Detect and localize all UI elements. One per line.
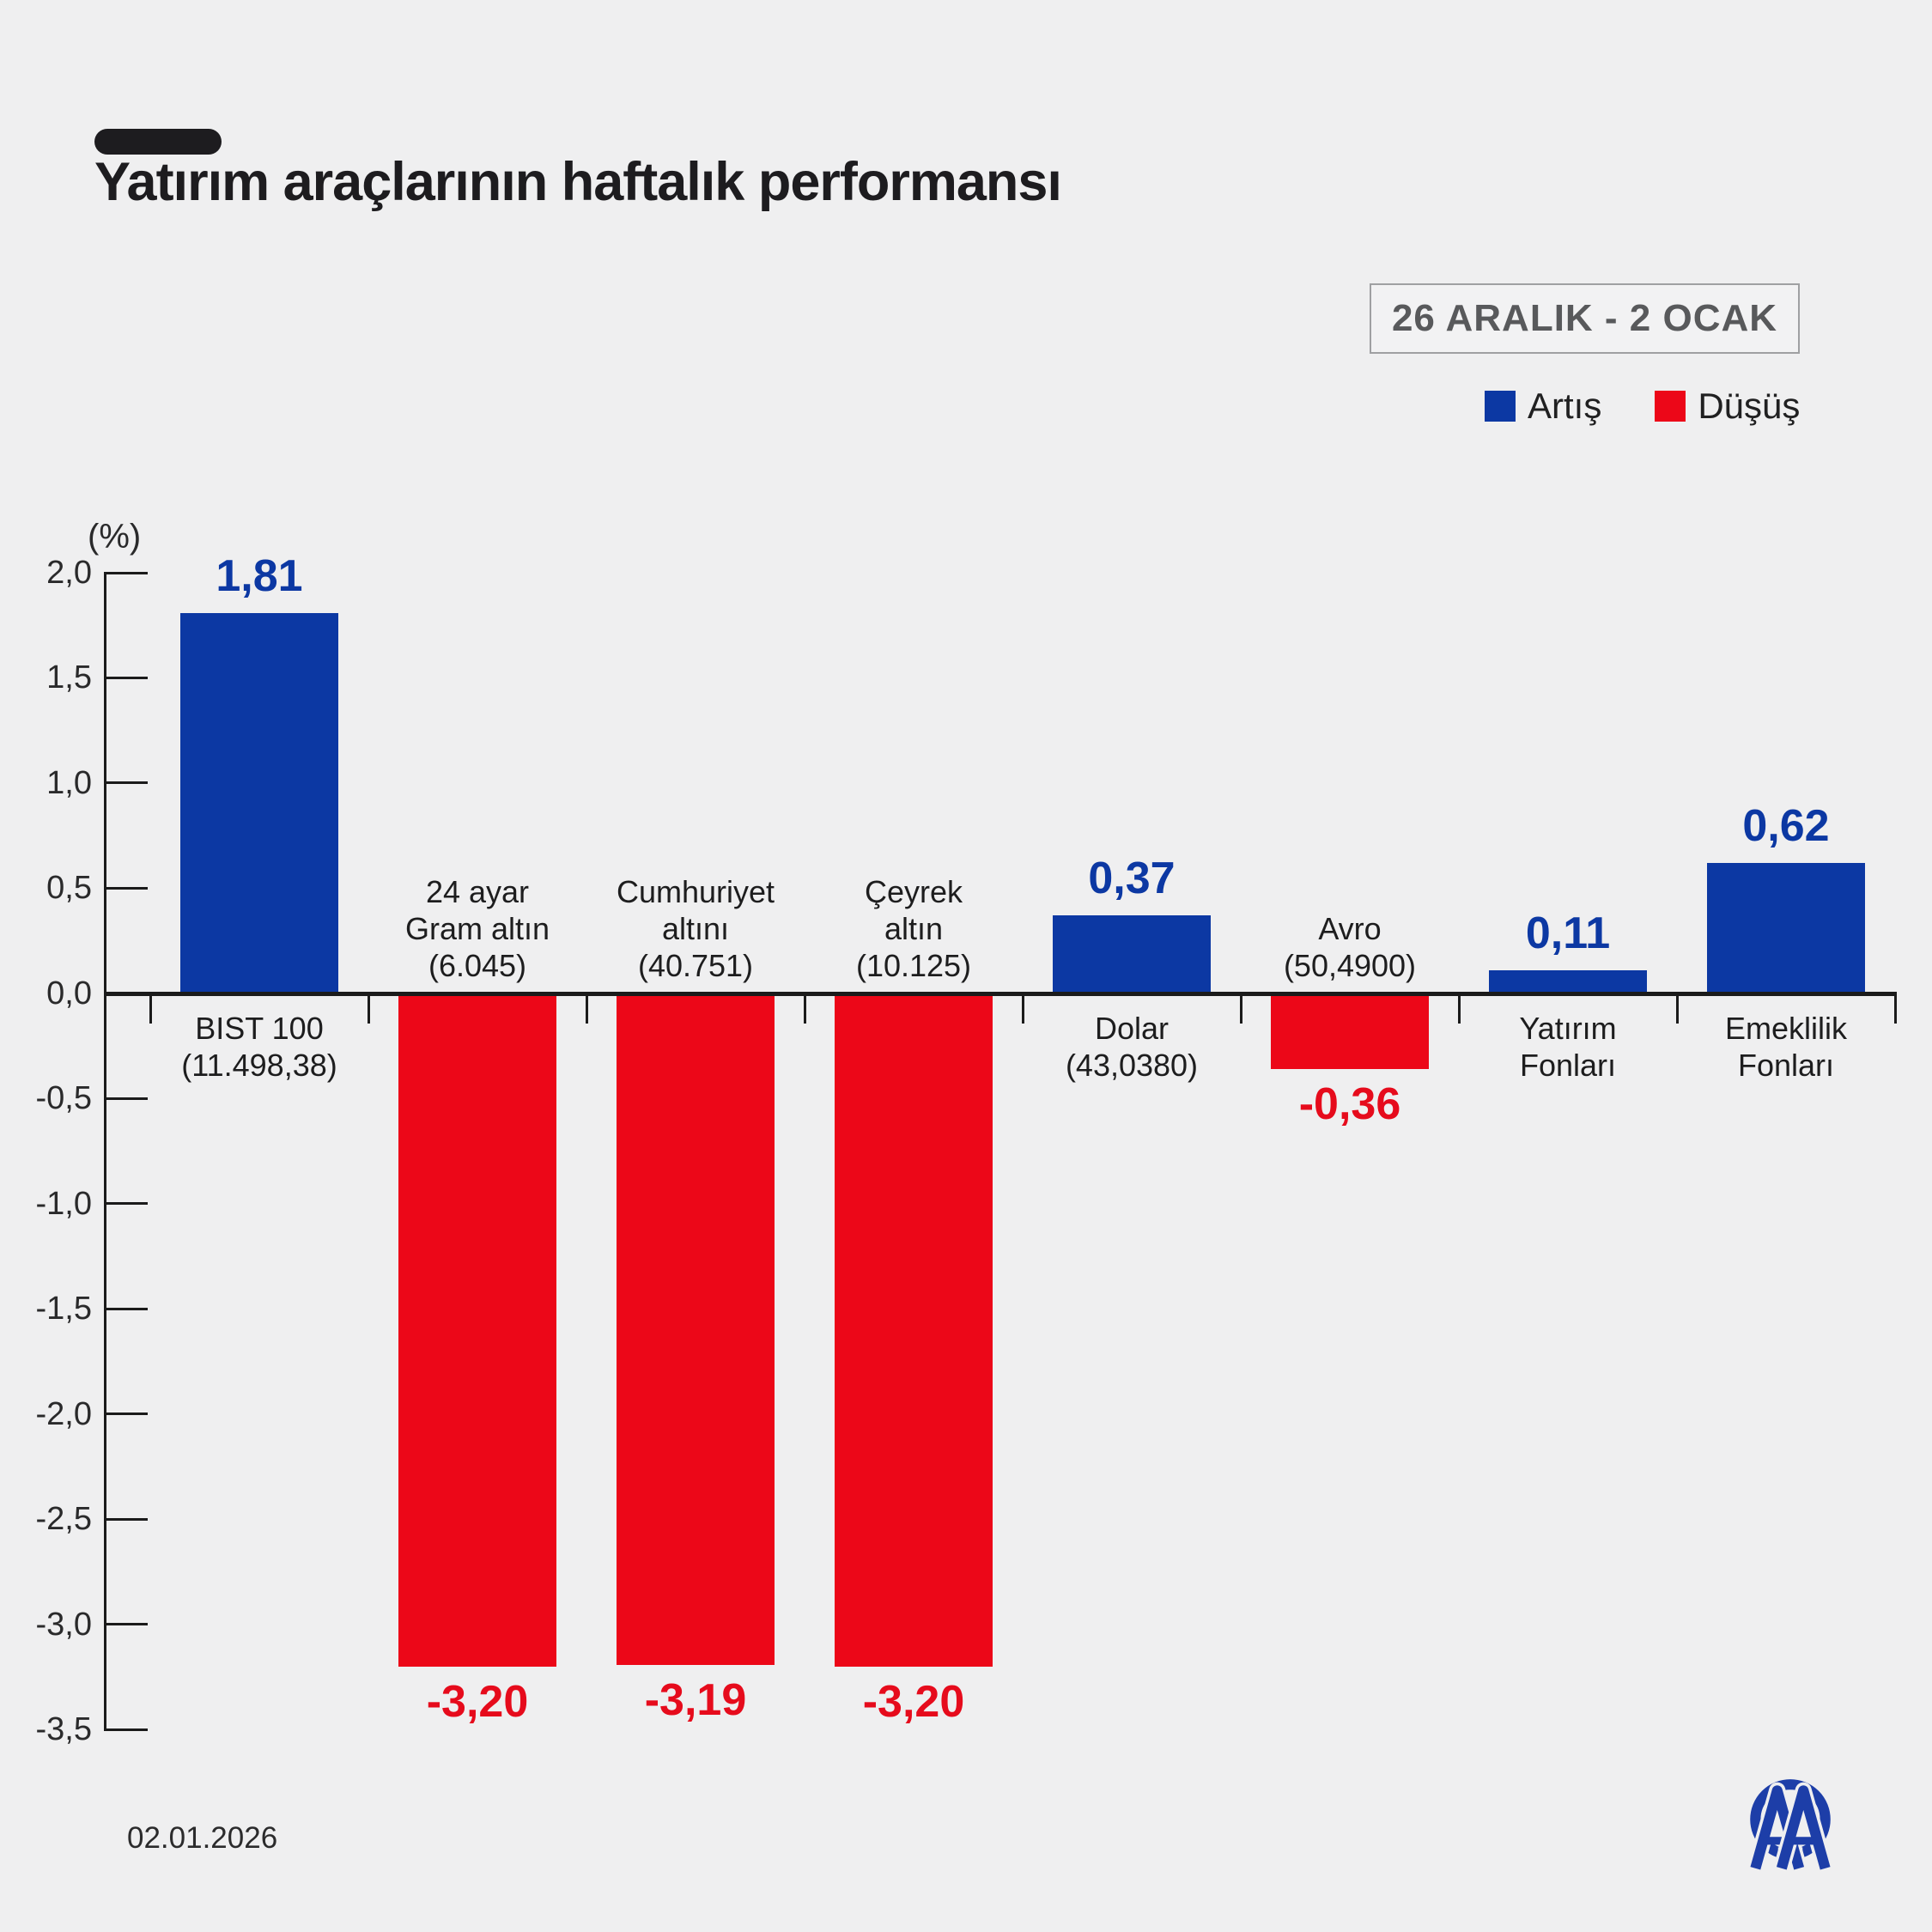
bar-value-label: 1,81 xyxy=(216,550,303,601)
x-axis-baseline xyxy=(104,992,1897,996)
bar-category-label-line: Fonları xyxy=(1519,1048,1617,1083)
bar-category-label: Emeklilik Fonları xyxy=(1657,1010,1915,1084)
bar-category-label-line: Avro xyxy=(1318,911,1382,946)
bar-category-label-line: 24 ayar xyxy=(425,874,530,909)
y-axis-tick xyxy=(105,1623,148,1626)
category-boundary-tick xyxy=(367,996,370,1024)
y-axis-tick-label: -3,5 xyxy=(35,1711,92,1747)
bar-value-label: -3,19 xyxy=(644,1674,747,1725)
y-axis-tick-label: 0,5 xyxy=(46,870,92,907)
category-boundary-tick xyxy=(1021,996,1024,1024)
category-boundary-tick xyxy=(803,996,806,1024)
publish-date: 02.01.2026 xyxy=(127,1821,278,1855)
bar xyxy=(1271,993,1429,1070)
y-axis-tick-label: 0,0 xyxy=(46,975,92,1012)
period-badge: 26 ARALIK - 2 OCAK xyxy=(1370,283,1800,354)
title-dash xyxy=(94,129,222,155)
y-axis-tick-label: 1,0 xyxy=(46,764,92,801)
y-axis-tick-label: -2,5 xyxy=(35,1501,92,1538)
bar-category-label-line: (40.751) xyxy=(637,948,754,983)
y-axis-tick xyxy=(105,1517,148,1521)
y-axis-tick-label: -3,0 xyxy=(35,1606,92,1643)
bar-value-label: -0,36 xyxy=(1298,1079,1401,1130)
y-axis-tick xyxy=(105,886,148,890)
y-axis-tick-label: -1,0 xyxy=(35,1185,92,1222)
y-axis-tick xyxy=(105,676,148,679)
page-title: Yatırım araçlarının haftalık performansı xyxy=(94,152,1062,212)
bar xyxy=(1489,970,1647,993)
bar xyxy=(1707,863,1865,993)
y-axis-tick xyxy=(105,571,148,574)
bar-category-label-line: Çeyrek xyxy=(864,874,963,909)
bar-category-label-line: Yatırım xyxy=(1519,1011,1617,1046)
y-axis-tick-label: -0,5 xyxy=(35,1080,92,1117)
y-axis-tick-label: -1,5 xyxy=(35,1291,92,1327)
y-axis-tick xyxy=(105,1202,148,1206)
bar-category-label-line: (10.125) xyxy=(855,948,972,983)
bar xyxy=(1053,915,1211,993)
bar xyxy=(180,612,338,993)
y-axis-tick-label: 2,0 xyxy=(46,555,92,591)
aa-logo-letter-a-right xyxy=(1776,1785,1831,1870)
y-axis-tick xyxy=(105,1413,148,1416)
bar xyxy=(835,993,993,1667)
bar-category-label-line: Cumhuriyet xyxy=(616,874,775,909)
bar xyxy=(398,993,556,1667)
bar-value-label: -3,20 xyxy=(862,1677,965,1727)
bar-category-label: Avro (50,4900) xyxy=(1221,910,1479,984)
bar-category-label: BIST 100 (11.498,38) xyxy=(131,1010,388,1084)
bar-category-label-line: (43,0380) xyxy=(1065,1048,1199,1083)
category-boundary-tick xyxy=(1893,996,1897,1024)
category-boundary-tick xyxy=(585,996,588,1024)
bar-value-label: 0,11 xyxy=(1525,908,1611,959)
bar-category-label: Yatırım Fonları xyxy=(1439,1010,1697,1084)
bar-category-label: Çeyrek altın (10.125) xyxy=(785,873,1042,984)
bar-category-label-line: altın xyxy=(884,911,944,946)
bar-value-label: 0,37 xyxy=(1088,854,1176,904)
y-axis-tick xyxy=(105,1097,148,1100)
category-boundary-tick xyxy=(1675,996,1679,1024)
y-axis-unit-label: (%) xyxy=(88,518,142,556)
bar-value-label: 0,62 xyxy=(1742,801,1830,852)
bar-category-label-line: (11.498,38) xyxy=(181,1048,337,1083)
bar-value-label: -3,20 xyxy=(426,1677,529,1727)
legend-decrease-label: Düşüş xyxy=(1698,386,1801,426)
bar xyxy=(617,993,775,1665)
legend-increase-swatch xyxy=(1485,391,1516,422)
bar-category-label: 24 ayar Gram altın (6.045) xyxy=(349,873,606,984)
category-boundary-tick xyxy=(1239,996,1242,1024)
bar-category-label: Dolar (43,0380) xyxy=(1003,1010,1261,1084)
y-axis-tick xyxy=(105,781,148,785)
y-axis-tick-label: -2,0 xyxy=(35,1395,92,1432)
bar-category-label-line: (50,4900) xyxy=(1283,948,1417,983)
y-axis-tick xyxy=(105,1307,148,1310)
category-boundary-tick xyxy=(149,996,152,1024)
category-boundary-tick xyxy=(1457,996,1461,1024)
legend-decrease-swatch xyxy=(1655,391,1686,422)
bar-category-label-line: altını xyxy=(661,911,730,946)
bar-category-label: Cumhuriyet altını (40.751) xyxy=(567,873,824,984)
bar-category-label-line: Emeklilik xyxy=(1724,1011,1847,1046)
bar-category-label-line: Fonları xyxy=(1737,1048,1835,1083)
bar-category-label-line: Gram altın xyxy=(404,911,550,946)
period-badge-label: 26 ARALIK - 2 OCAK xyxy=(1391,297,1778,339)
legend: Artış Düşüş xyxy=(1485,386,1801,426)
y-axis-tick-label: 1,5 xyxy=(46,659,92,696)
legend-increase-label: Artış xyxy=(1528,386,1602,426)
bar-category-label-line: BIST 100 xyxy=(195,1011,324,1046)
y-axis-line xyxy=(104,572,106,1731)
bar-category-label-line: Dolar xyxy=(1094,1011,1170,1046)
y-axis-tick xyxy=(105,1728,148,1731)
anadolu-agency-logo xyxy=(1747,1779,1833,1871)
bar-category-label-line: (6.045) xyxy=(428,948,527,983)
